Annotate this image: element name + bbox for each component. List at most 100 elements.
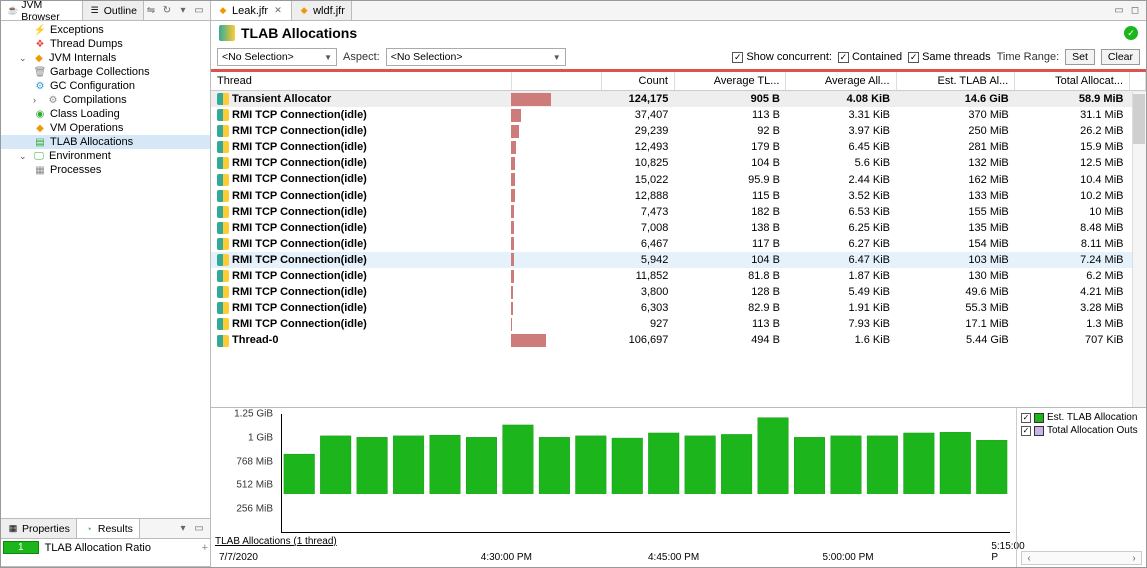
legend-est[interactable]: ✓Est. TLAB Allocation bbox=[1021, 412, 1142, 423]
refresh-icon[interactable]: ↻ bbox=[160, 4, 174, 18]
table-row[interactable]: RMI TCP Connection(idle)6,467117 B6.27 K… bbox=[211, 236, 1146, 252]
tree-processes[interactable]: ▦Processes bbox=[1, 163, 210, 177]
chart-date: 7/7/2020 bbox=[219, 552, 258, 563]
minimize-icon[interactable]: ▭ bbox=[1112, 4, 1126, 18]
tab-jvm-browser[interactable]: ☕ JVM Browser bbox=[1, 1, 83, 20]
x-tick: 5:00:00 PM bbox=[822, 552, 873, 563]
thread-icon bbox=[217, 157, 229, 169]
set-button[interactable]: Set bbox=[1065, 49, 1095, 65]
bottom-left-panel: ▦Properties ◔Results ▾ ▭ 1 TLAB Allocati… bbox=[1, 519, 210, 567]
tree-thread-dumps[interactable]: ❖Thread Dumps bbox=[1, 37, 210, 51]
bottom-tab-bar: ▦Properties ◔Results ▾ ▭ bbox=[1, 519, 210, 539]
tree-environment[interactable]: ⌄🖵Environment bbox=[1, 149, 210, 163]
x-axis-line bbox=[281, 532, 1010, 533]
tree-class-loading[interactable]: ◉Class Loading bbox=[1, 107, 210, 121]
vertical-scrollbar[interactable] bbox=[1132, 92, 1146, 407]
col-total[interactable]: Total Allocat... bbox=[1015, 72, 1130, 91]
tab-results[interactable]: ◔Results bbox=[77, 519, 140, 538]
properties-icon: ▦ bbox=[7, 523, 19, 535]
tab-leak-jfr[interactable]: ◆Leak.jfr✕ bbox=[211, 1, 292, 20]
trash-icon: 🗑 bbox=[33, 66, 47, 78]
thread-icon bbox=[217, 270, 229, 282]
tree-gc-config[interactable]: ⚙GC Configuration bbox=[1, 79, 210, 93]
minimize-icon[interactable]: ▭ bbox=[192, 4, 206, 18]
jvm-icon: ◆ bbox=[32, 52, 46, 64]
thread-icon bbox=[217, 125, 229, 137]
expand-arrow-icon[interactable]: ⌄ bbox=[19, 53, 29, 64]
editor-tab-bar: ◆Leak.jfr✕ ◆wldf.jfr ▭ ◻ bbox=[211, 1, 1146, 21]
col-avg-all[interactable]: Average All... bbox=[786, 72, 896, 91]
table-row[interactable]: RMI TCP Connection(idle)7,008138 B6.25 K… bbox=[211, 220, 1146, 236]
table-row[interactable]: RMI TCP Connection(idle)37,407113 B3.31 … bbox=[211, 107, 1146, 123]
table-row[interactable]: Thread-0106,697494 B1.6 KiB5.44 GiB707 K… bbox=[211, 332, 1146, 348]
tree-gc[interactable]: 🗑Garbage Collections bbox=[1, 65, 210, 79]
chart-legend: ✓Est. TLAB Allocation ✓Total Allocation … bbox=[1016, 408, 1146, 567]
aspect-label: Aspect: bbox=[343, 51, 380, 63]
selection-dropdown[interactable]: <No Selection>▼ bbox=[217, 48, 337, 66]
table-row[interactable]: RMI TCP Connection(idle)15,02295.9 B2.44… bbox=[211, 171, 1146, 187]
left-panel: ☕ JVM Browser ☰ Outline ⇋ ↻ ▾ ▭ ⚡Excepti… bbox=[1, 1, 211, 567]
chart-bars bbox=[281, 414, 1010, 494]
maximize-icon[interactable]: ◻ bbox=[1128, 4, 1142, 18]
results-icon: ◔ bbox=[83, 523, 95, 535]
table-row[interactable]: RMI TCP Connection(idle)927113 B7.93 KiB… bbox=[211, 316, 1146, 332]
col-avg-tl[interactable]: Average TL... bbox=[674, 72, 786, 91]
col-thread[interactable]: Thread bbox=[211, 72, 511, 91]
table-row[interactable]: RMI TCP Connection(idle)6,30382.9 B1.91 … bbox=[211, 300, 1146, 316]
close-icon[interactable]: ✕ bbox=[271, 4, 285, 18]
minimize-icon[interactable]: ▭ bbox=[192, 522, 206, 536]
tree-exceptions[interactable]: ⚡Exceptions bbox=[1, 23, 210, 37]
tree-compilations[interactable]: ›⚙Compilations bbox=[1, 93, 210, 107]
legend-total[interactable]: ✓Total Allocation Outs bbox=[1021, 425, 1142, 436]
table-row[interactable]: RMI TCP Connection(idle)29,23992 B3.97 K… bbox=[211, 123, 1146, 139]
tree-tlab-allocations[interactable]: ▤TLAB Allocations bbox=[1, 135, 210, 149]
menu-icon[interactable]: ▾ bbox=[176, 522, 190, 536]
col-count[interactable]: Count bbox=[601, 72, 674, 91]
clear-button[interactable]: Clear bbox=[1101, 49, 1140, 65]
show-concurrent-checkbox[interactable]: ✓Show concurrent: bbox=[732, 51, 832, 63]
ratio-label: TLAB Allocation Ratio bbox=[45, 542, 151, 554]
thread-icon bbox=[217, 254, 229, 266]
gear-icon: ⚙ bbox=[46, 94, 60, 106]
table-row[interactable]: RMI TCP Connection(idle)7,473182 B6.53 K… bbox=[211, 204, 1146, 220]
add-button[interactable]: + bbox=[202, 542, 208, 554]
left-tab-bar: ☕ JVM Browser ☰ Outline ⇋ ↻ ▾ ▭ bbox=[1, 1, 210, 21]
thread-icon bbox=[217, 206, 229, 218]
collapse-arrow-icon[interactable]: › bbox=[33, 95, 43, 105]
legend-scrollbar[interactable]: ‹› bbox=[1021, 551, 1142, 565]
thread-icon bbox=[217, 174, 229, 186]
same-threads-checkbox[interactable]: ✓Same threads bbox=[908, 51, 990, 63]
table-row[interactable]: RMI TCP Connection(idle)12,888115 B3.52 … bbox=[211, 188, 1146, 204]
x-tick: 4:45:00 PM bbox=[648, 552, 699, 563]
time-range-label: Time Range: bbox=[997, 51, 1060, 63]
menu-icon[interactable]: ▾ bbox=[176, 4, 190, 18]
tab-outline[interactable]: ☰ Outline bbox=[83, 1, 144, 20]
col-est[interactable]: Est. TLAB Al... bbox=[896, 72, 1015, 91]
tree-vm-ops[interactable]: ◆VM Operations bbox=[1, 121, 210, 135]
tab-label: JVM Browser bbox=[21, 0, 76, 23]
tree-jvm-internals[interactable]: ⌄◆JVM Internals bbox=[1, 51, 210, 65]
contained-checkbox[interactable]: ✓Contained bbox=[838, 51, 902, 63]
thread-icon bbox=[217, 335, 229, 347]
table-row[interactable]: RMI TCP Connection(idle)10,825104 B5.6 K… bbox=[211, 155, 1146, 171]
y-axis: 1.25 GiB1 GiB768 MiB512 MiB256 MiB bbox=[211, 414, 277, 533]
table-row[interactable]: RMI TCP Connection(idle)11,85281.8 B1.87… bbox=[211, 268, 1146, 284]
thread-icon bbox=[217, 318, 229, 330]
link-icon[interactable]: ⇋ bbox=[144, 4, 158, 18]
tab-properties[interactable]: ▦Properties bbox=[1, 519, 77, 538]
thread-icon bbox=[217, 302, 229, 314]
ratio-value[interactable]: 1 bbox=[3, 541, 39, 554]
java-icon: ☕ bbox=[7, 5, 18, 17]
tab-wldf-jfr[interactable]: ◆wldf.jfr bbox=[292, 1, 352, 20]
tlab-icon: ▤ bbox=[33, 136, 47, 148]
table-row[interactable]: Transient Allocator124,175905 B4.08 KiB1… bbox=[211, 91, 1146, 108]
table-wrap: Thread Count Average TL... Average All..… bbox=[211, 72, 1146, 407]
table-row[interactable]: RMI TCP Connection(idle)3,800128 B5.49 K… bbox=[211, 284, 1146, 300]
table-row[interactable]: RMI TCP Connection(idle)5,942104 B6.47 K… bbox=[211, 252, 1146, 268]
jfr-icon: ◆ bbox=[217, 5, 229, 17]
table-row[interactable]: RMI TCP Connection(idle)12,493179 B6.45 … bbox=[211, 139, 1146, 155]
expand-arrow-icon[interactable]: ⌄ bbox=[19, 151, 29, 162]
col-bar[interactable] bbox=[511, 72, 601, 91]
aspect-dropdown[interactable]: <No Selection>▼ bbox=[386, 48, 566, 66]
jfr-icon: ◆ bbox=[298, 5, 310, 17]
